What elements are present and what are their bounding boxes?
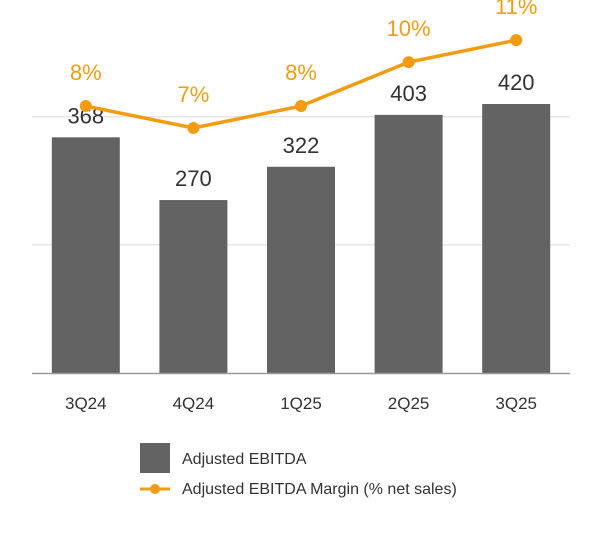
bar-3q24 <box>51 137 120 373</box>
margin-value-label: 11% <box>495 0 537 19</box>
bar-value-label: 270 <box>175 166 212 191</box>
margin-point <box>187 122 200 135</box>
margin-point <box>510 34 523 47</box>
bar-value-label: 420 <box>498 70 535 95</box>
margin-point <box>79 100 92 113</box>
legend-bar-label: Adjusted EBITDA <box>182 451 307 468</box>
category-label: 3Q24 <box>65 394 107 413</box>
margin-value-label: 10% <box>387 16 431 41</box>
margin-line-series <box>79 34 523 135</box>
category-label: 4Q24 <box>173 394 215 413</box>
legend-bar-swatch <box>140 443 170 473</box>
margin-point <box>402 56 415 69</box>
bar-2q25 <box>374 114 443 373</box>
margin-point <box>295 100 307 113</box>
category-label: 1Q25 <box>280 394 322 413</box>
bar-value-label: 322 <box>283 133 320 158</box>
legend: Adjusted EBITDA Adjusted EBITDA Margin (… <box>140 443 457 498</box>
category-label: 2Q25 <box>388 394 430 413</box>
legend-line-label: Adjusted EBITDA Margin (% net sales) <box>182 481 457 498</box>
margin-value-label: 8% <box>70 60 102 85</box>
margin-value-label: 7% <box>178 82 210 107</box>
bar-1q25 <box>267 166 335 373</box>
bar-3q25 <box>482 103 551 374</box>
bar-value-label: 403 <box>390 81 427 106</box>
bar-4q24 <box>159 200 228 373</box>
margin-value-label: 8% <box>285 60 317 85</box>
category-labels: 3Q24 4Q24 1Q25 2Q25 3Q25 <box>65 394 537 413</box>
category-label: 3Q25 <box>495 394 537 413</box>
legend-line-marker <box>150 484 160 494</box>
bar-series <box>51 103 551 374</box>
margin-value-labels: 8% 7% 8% 10% 11% <box>70 0 538 107</box>
